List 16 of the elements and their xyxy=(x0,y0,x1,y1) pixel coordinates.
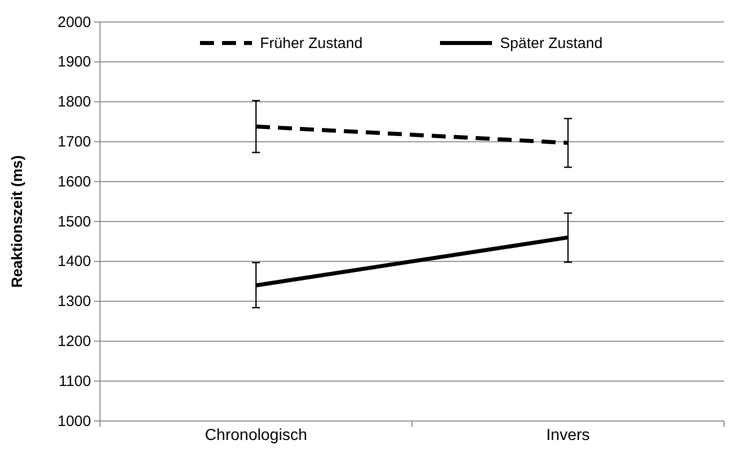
x-tick-label: Chronologisch xyxy=(204,427,308,444)
y-tick-label: 1600 xyxy=(58,173,91,190)
y-tick-label: 1400 xyxy=(58,253,91,270)
y-tick-label: 1200 xyxy=(58,333,91,350)
legend-label: Früher Zustand xyxy=(260,35,363,52)
y-tick-label: 1900 xyxy=(58,54,91,71)
y-axis-title: Reaktionszeit (ms) xyxy=(9,155,26,288)
y-tick-label: 1000 xyxy=(58,412,91,430)
legend-label: Später Zustand xyxy=(500,35,603,52)
y-tick-label: 1300 xyxy=(58,293,91,310)
x-tick-label: Invers xyxy=(546,427,590,444)
y-tick-label: 1800 xyxy=(58,94,91,111)
y-tick-label: 1500 xyxy=(58,213,91,230)
y-tick-label: 2000 xyxy=(58,14,91,31)
y-tick-label: 1100 xyxy=(58,372,91,390)
y-tick-label: 1700 xyxy=(58,134,91,150)
